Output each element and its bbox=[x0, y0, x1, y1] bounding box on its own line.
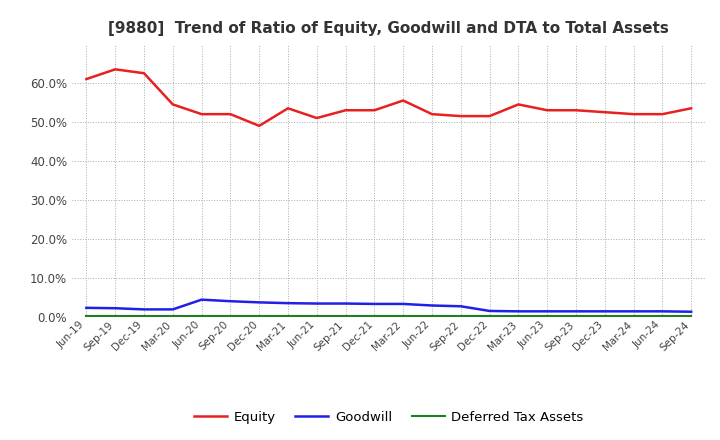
Deferred Tax Assets bbox=[629, 313, 638, 318]
Equity bbox=[341, 108, 350, 113]
Deferred Tax Assets bbox=[111, 313, 120, 318]
Equity bbox=[687, 106, 696, 111]
Deferred Tax Assets bbox=[140, 313, 148, 318]
Goodwill bbox=[485, 308, 494, 314]
Line: Equity: Equity bbox=[86, 70, 691, 126]
Equity bbox=[255, 123, 264, 128]
Deferred Tax Assets bbox=[370, 313, 379, 318]
Equity bbox=[514, 102, 523, 107]
Deferred Tax Assets bbox=[312, 313, 321, 318]
Equity bbox=[82, 77, 91, 82]
Goodwill bbox=[255, 300, 264, 305]
Deferred Tax Assets bbox=[514, 313, 523, 318]
Equity bbox=[456, 114, 465, 119]
Goodwill bbox=[341, 301, 350, 306]
Equity bbox=[399, 98, 408, 103]
Goodwill bbox=[456, 304, 465, 309]
Deferred Tax Assets bbox=[428, 313, 436, 318]
Deferred Tax Assets bbox=[255, 313, 264, 318]
Goodwill bbox=[284, 301, 292, 306]
Equity bbox=[312, 115, 321, 121]
Equity bbox=[658, 111, 667, 117]
Deferred Tax Assets bbox=[197, 313, 206, 318]
Legend: Equity, Goodwill, Deferred Tax Assets: Equity, Goodwill, Deferred Tax Assets bbox=[189, 405, 589, 429]
Equity bbox=[428, 111, 436, 117]
Equity bbox=[600, 110, 609, 115]
Equity bbox=[485, 114, 494, 119]
Goodwill bbox=[312, 301, 321, 306]
Goodwill bbox=[514, 309, 523, 314]
Deferred Tax Assets bbox=[399, 313, 408, 318]
Equity bbox=[140, 70, 148, 76]
Equity bbox=[629, 111, 638, 117]
Equity bbox=[370, 108, 379, 113]
Deferred Tax Assets bbox=[572, 313, 580, 318]
Equity bbox=[543, 108, 552, 113]
Deferred Tax Assets bbox=[658, 313, 667, 318]
Deferred Tax Assets bbox=[168, 313, 177, 318]
Goodwill bbox=[370, 301, 379, 307]
Equity bbox=[226, 111, 235, 117]
Deferred Tax Assets bbox=[82, 313, 91, 318]
Goodwill bbox=[197, 297, 206, 302]
Goodwill bbox=[140, 307, 148, 312]
Deferred Tax Assets bbox=[284, 313, 292, 318]
Deferred Tax Assets bbox=[456, 313, 465, 318]
Line: Goodwill: Goodwill bbox=[86, 300, 691, 312]
Goodwill bbox=[168, 307, 177, 312]
Goodwill bbox=[226, 299, 235, 304]
Title: [9880]  Trend of Ratio of Equity, Goodwill and DTA to Total Assets: [9880] Trend of Ratio of Equity, Goodwil… bbox=[109, 21, 669, 36]
Deferred Tax Assets bbox=[226, 313, 235, 318]
Goodwill bbox=[572, 309, 580, 314]
Goodwill bbox=[428, 303, 436, 308]
Equity bbox=[197, 111, 206, 117]
Equity bbox=[111, 67, 120, 72]
Goodwill bbox=[111, 306, 120, 311]
Deferred Tax Assets bbox=[485, 313, 494, 318]
Goodwill bbox=[658, 309, 667, 314]
Deferred Tax Assets bbox=[687, 313, 696, 318]
Deferred Tax Assets bbox=[543, 313, 552, 318]
Goodwill bbox=[600, 309, 609, 314]
Equity bbox=[284, 106, 292, 111]
Deferred Tax Assets bbox=[600, 313, 609, 318]
Deferred Tax Assets bbox=[341, 313, 350, 318]
Goodwill bbox=[629, 309, 638, 314]
Goodwill bbox=[399, 301, 408, 307]
Goodwill bbox=[687, 309, 696, 314]
Goodwill bbox=[82, 305, 91, 311]
Equity bbox=[168, 102, 177, 107]
Equity bbox=[572, 108, 580, 113]
Goodwill bbox=[543, 309, 552, 314]
